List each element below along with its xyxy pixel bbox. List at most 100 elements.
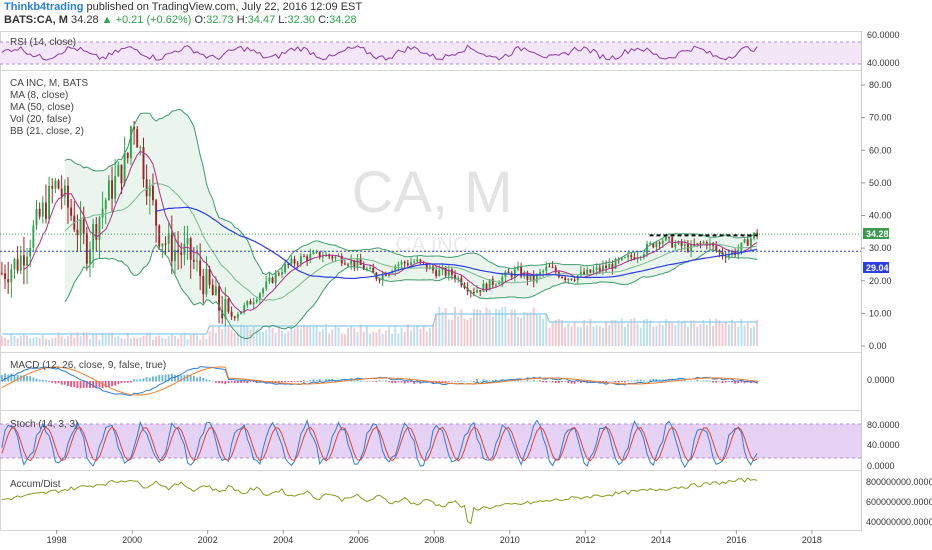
macd-histogram-bar <box>211 380 214 382</box>
level-price-tag <box>863 262 889 273</box>
candle-body <box>281 272 283 275</box>
volume-bar <box>579 327 582 346</box>
macd-histogram-bar <box>705 380 708 382</box>
macd-histogram-bar <box>249 381 252 382</box>
time-tick-2000: 2000 <box>122 535 142 545</box>
volume-bar <box>214 332 217 346</box>
candle-body <box>624 257 626 259</box>
publish-line: Thinkb4trading published on TradingView.… <box>4 1 362 13</box>
volume-bar <box>92 334 95 346</box>
macd-histogram-bar <box>369 380 372 382</box>
candle-body <box>0 272 3 274</box>
volume-bar <box>432 324 434 346</box>
volume-bar <box>749 327 752 346</box>
volume-bar <box>227 325 230 346</box>
macd-histogram-bar <box>576 381 579 382</box>
macd-histogram-bar <box>614 381 617 383</box>
symbol-name[interactable]: BATS:CA, M <box>4 14 68 26</box>
volume-bar <box>114 337 117 346</box>
rsi-label: RSI (14, close) <box>10 37 76 48</box>
candle-body <box>731 251 733 254</box>
macd-histogram-bar <box>98 381 101 388</box>
volume-bar <box>123 339 126 346</box>
volume-bar <box>605 321 608 346</box>
macd-histogram-bar <box>454 381 456 382</box>
macd-histogram-bar <box>230 381 233 383</box>
volume-bar <box>148 332 151 346</box>
volume-bar <box>177 338 180 346</box>
volume-bar <box>693 320 696 346</box>
macd-histogram-bar <box>721 381 724 384</box>
candle-body <box>598 267 601 271</box>
volume-bar <box>369 333 372 346</box>
volume-bar <box>740 319 743 346</box>
candle-body <box>164 243 167 245</box>
volume-bar <box>441 311 444 346</box>
stoch-d-line <box>1 426 758 462</box>
volume-bar <box>111 332 113 346</box>
candle-body <box>287 263 290 265</box>
macd-histogram-bar <box>611 380 614 382</box>
candle-body <box>403 261 406 264</box>
volume-bar <box>598 325 601 346</box>
macd-histogram-bar <box>557 381 560 384</box>
volume-bar <box>233 333 236 346</box>
price-tick-80.00: 80.00 <box>869 80 892 90</box>
volume-bar <box>117 335 120 346</box>
candle-body <box>67 185 69 208</box>
candle-body <box>274 273 277 283</box>
candle-body <box>170 233 173 262</box>
volume-bar <box>661 325 664 346</box>
volume-bar <box>372 331 375 346</box>
volume-bar <box>54 337 57 346</box>
macd-histogram-bar <box>101 381 104 389</box>
volume-bar <box>498 309 501 346</box>
macd-histogram-bar <box>561 381 563 382</box>
candle-body <box>652 243 655 248</box>
volume-bar <box>535 313 538 346</box>
candle-body <box>646 243 648 254</box>
volume-bar <box>268 325 271 346</box>
candle-body <box>529 275 532 280</box>
volume-bar <box>98 339 101 346</box>
volume-bar <box>504 306 507 346</box>
volume-bar <box>312 325 315 346</box>
volume-bar <box>265 329 268 346</box>
volume-bar <box>35 337 38 346</box>
volume-bar <box>63 338 66 346</box>
ma8-line <box>23 150 758 313</box>
volume-bar <box>425 331 428 346</box>
macd-histogram-bar <box>356 379 359 382</box>
candle-body <box>79 219 82 236</box>
candle-body <box>693 243 696 246</box>
candle-body <box>573 279 576 281</box>
candle-body <box>114 176 117 199</box>
bb-basis-line <box>64 182 758 301</box>
macd-histogram-bar <box>145 377 148 382</box>
volume-bar <box>277 326 280 346</box>
macd-histogram-bar <box>378 380 381 382</box>
volume-bar <box>472 309 475 346</box>
candle-body <box>419 259 422 262</box>
candle-body <box>186 238 189 244</box>
volume-bar <box>199 339 202 346</box>
candle-body <box>548 266 551 268</box>
stoch-label: Stoch (14, 3, 3) <box>10 419 78 430</box>
candle-body <box>214 286 217 296</box>
candle-body <box>60 188 63 197</box>
volume-bar <box>718 320 721 346</box>
volume-bar <box>649 320 652 346</box>
macd-histogram-bar <box>633 380 636 382</box>
candle-body <box>365 268 368 270</box>
author-link[interactable]: Thinkb4trading <box>4 1 84 13</box>
macd-histogram-bar <box>639 379 642 382</box>
published-text: published on TradingView.com, July 22, 2… <box>83 1 363 13</box>
candle-body <box>347 264 349 266</box>
price-tick-40.00: 40.00 <box>869 211 892 221</box>
macd-histogram-bar <box>517 379 519 382</box>
candle-body <box>192 259 195 262</box>
volume-bar <box>746 323 749 346</box>
candle-body <box>252 302 255 305</box>
volume-bar <box>236 332 239 346</box>
